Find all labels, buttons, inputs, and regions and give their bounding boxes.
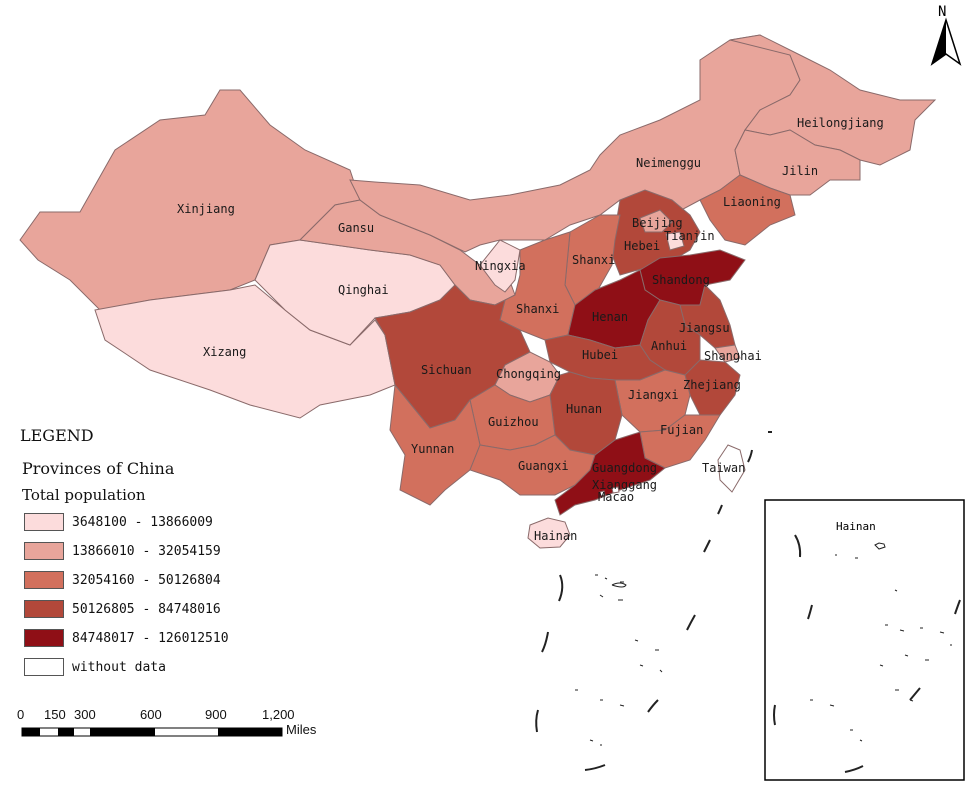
label-sichuan: Sichuan <box>421 363 472 377</box>
label-neimenggu: Neimenggu <box>636 156 701 170</box>
scale-tick-300: 300 <box>74 707 96 722</box>
legend-range: 50126805 - 84748016 <box>72 601 221 617</box>
label-shandong: Shandong <box>652 273 710 287</box>
label-macao: Macao <box>598 490 634 504</box>
province-macao[interactable] <box>599 490 606 497</box>
label-yunnan: Yunnan <box>411 442 454 456</box>
legend-swatch <box>24 542 64 560</box>
province-liaoning[interactable] <box>699 174 796 246</box>
label-guizhou: Guizhou <box>488 415 539 429</box>
province-beijing[interactable] <box>639 209 673 233</box>
scale-tick-600: 600 <box>140 707 162 722</box>
label-jilin: Jilin <box>782 164 818 178</box>
label-hubei: Hubei <box>582 348 618 362</box>
label-xinjiang: Xinjiang <box>177 202 235 216</box>
province-tianjin[interactable] <box>665 231 685 251</box>
legend-class-6: without data <box>24 656 166 678</box>
scale-tick-1200: 1,200 <box>262 707 295 722</box>
label-zhejiang: Zhejiang <box>683 378 741 392</box>
legend-range: 13866010 - 32054159 <box>72 543 221 559</box>
legend-range: 84748017 - 126012510 <box>72 630 229 646</box>
legend-class-2: 13866010 - 32054159 <box>24 540 221 562</box>
legend-range: 3648100 - 13866009 <box>72 514 213 530</box>
label-qinghai: Qinghai <box>338 283 389 297</box>
legend-swatch <box>24 658 64 676</box>
label-ningxia: Ningxia <box>475 259 526 273</box>
legend-class-1: 3648100 - 13866009 <box>24 511 213 533</box>
legend-swatch <box>24 513 64 531</box>
label-tianjin: Tianjin <box>664 229 715 243</box>
legend-swatch <box>24 571 64 589</box>
label-beijing: Beijing <box>632 216 683 230</box>
scale-bar <box>21 727 283 737</box>
legend-swatch <box>24 600 64 618</box>
label-gansu: Gansu <box>338 221 374 235</box>
inset-label-hainan: Hainan <box>836 520 876 533</box>
scale-unit: Miles <box>286 722 317 737</box>
label-jiangxi: Jiangxi <box>628 388 679 402</box>
province-shanghai[interactable] <box>714 344 741 363</box>
label-anhui: Anhui <box>651 339 687 353</box>
label-chongqing: Chongqing <box>496 367 561 381</box>
province-yunnan[interactable] <box>389 383 481 506</box>
province-ningxia[interactable] <box>479 239 521 293</box>
legend-swatch <box>24 629 64 647</box>
legend-class-3: 32054160 - 50126804 <box>24 569 221 591</box>
province-jiangxi[interactable] <box>614 369 691 433</box>
legend-title: LEGEND <box>20 426 94 445</box>
legend-class-4: 50126805 - 84748016 <box>24 598 221 620</box>
legend-class-5: 84748017 - 126012510 <box>24 627 229 649</box>
label-xizang: Xizang <box>203 345 246 359</box>
label-hainan: Hainan <box>534 529 577 543</box>
province-hainan[interactable] <box>527 517 571 549</box>
label-guangxi: Guangxi <box>518 459 569 473</box>
scale-tick-900: 900 <box>205 707 227 722</box>
north-arrow-icon: N <box>930 4 962 66</box>
label-shanxi-west: Shanxi <box>516 302 559 316</box>
label-shanxi-north: Shanxi <box>572 253 615 267</box>
south-china-sea-islands <box>535 431 772 771</box>
province-xianggang[interactable] <box>611 486 620 494</box>
label-liaoning: Liaoning <box>723 195 781 209</box>
north-label: N <box>938 4 946 20</box>
label-jiangsu: Jiangsu <box>679 321 730 335</box>
label-taiwan: Taiwan <box>702 461 745 475</box>
label-henan: Henan <box>592 310 628 324</box>
south-china-sea-inset: Hainan <box>764 499 965 781</box>
scale-tick-150: 150 <box>44 707 66 722</box>
label-heilongjiang: Heilongjiang <box>797 116 884 130</box>
label-fujian: Fujian <box>660 423 703 437</box>
legend-field: Total population <box>22 486 146 504</box>
legend-range: without data <box>72 659 166 675</box>
label-xianggang: Xianggang <box>592 478 657 492</box>
scale-tick-0: 0 <box>17 707 25 722</box>
province-labels: Xinjiang Xizang Qinghai Gansu Neimenggu … <box>177 116 884 543</box>
legend-range: 32054160 - 50126804 <box>72 572 221 588</box>
label-hunan: Hunan <box>566 402 602 416</box>
legend-subtitle: Provinces of China <box>22 459 175 478</box>
province-taiwan[interactable] <box>717 444 746 493</box>
label-hebei: Hebei <box>624 239 660 253</box>
label-guangdong: Guangdong <box>592 461 657 475</box>
province-guangdong[interactable] <box>554 431 666 516</box>
label-shanghai: Shanghai <box>704 349 762 363</box>
